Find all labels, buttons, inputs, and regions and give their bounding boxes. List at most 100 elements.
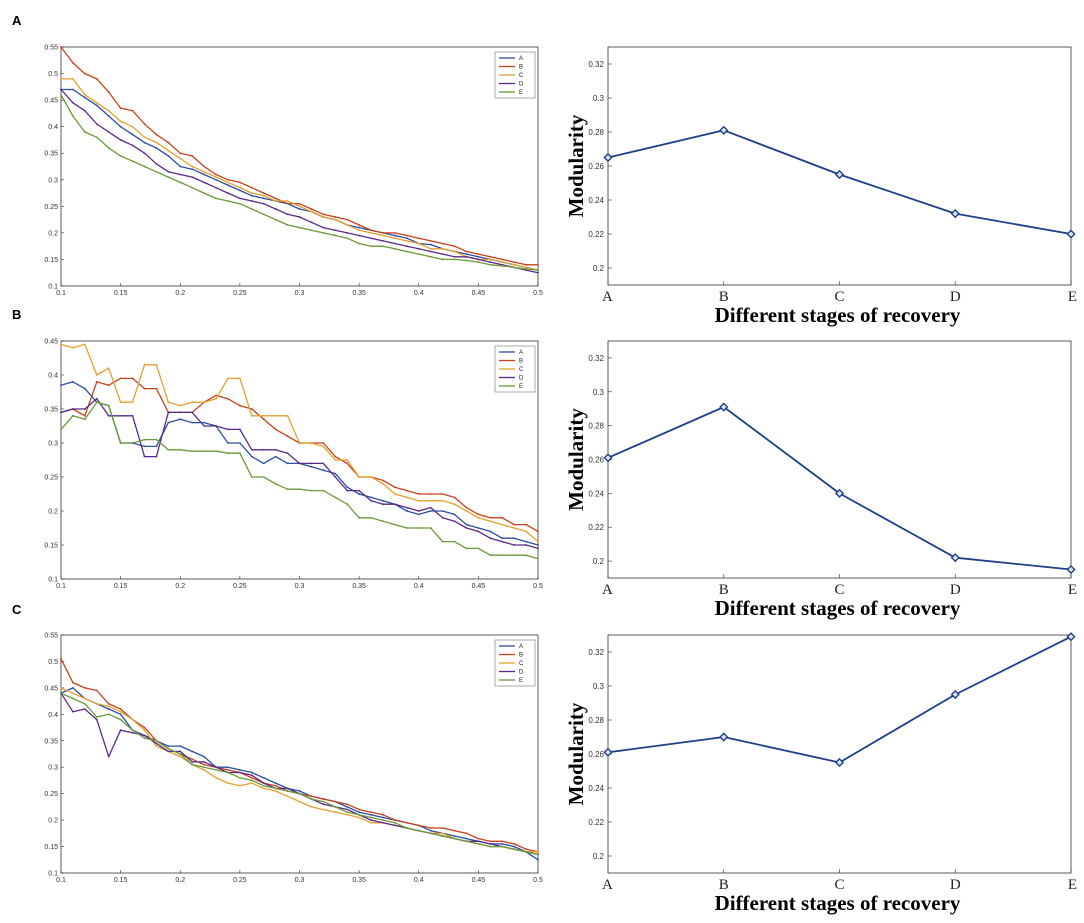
data-point-D	[382, 503, 384, 506]
data-point-E	[441, 258, 444, 261]
data-point-B	[215, 173, 217, 176]
data-point-E	[382, 245, 384, 248]
data-point-D	[227, 428, 229, 431]
data-point-C	[191, 401, 194, 404]
legend-label: E	[519, 384, 523, 390]
data-point-A	[262, 197, 265, 200]
data-point-E	[95, 136, 98, 139]
y-tick-label: 0.4	[48, 373, 58, 380]
data-point-B	[441, 827, 444, 829]
data-point-B	[477, 837, 480, 840]
data-point-D	[238, 771, 241, 774]
data-point-A	[501, 537, 504, 540]
line-chart-A: 0.1 0.15 0.2 0.25 0.3 0.35 0.4 0.45 0.5 0.1 0.15 0.…	[44, 45, 543, 298]
plot-frame	[60, 46, 539, 287]
data-point-A	[119, 713, 122, 716]
data-point-D	[525, 544, 527, 546]
data-point-B	[95, 77, 98, 80]
data-point-A	[274, 782, 277, 784]
data-point-C	[262, 194, 265, 197]
legend-label: A	[519, 56, 523, 62]
data-point-A	[107, 708, 110, 710]
data-point-C	[238, 186, 241, 189]
data-point-C	[95, 374, 98, 376]
data-point-B	[489, 840, 492, 843]
data-point-E	[489, 263, 492, 266]
data-point-B	[513, 843, 516, 845]
data-point-E	[274, 482, 277, 485]
data-point-E	[358, 813, 361, 816]
data-point-D	[167, 170, 170, 173]
data-point-D	[334, 229, 337, 232]
data-point-B	[274, 197, 277, 200]
data-point-B	[227, 397, 229, 400]
y-tick-label: 0.35	[44, 738, 58, 745]
data-point-D	[477, 840, 480, 843]
data-point-B	[215, 394, 217, 397]
data-point-A	[250, 455, 253, 458]
data-point-E	[310, 229, 313, 232]
data-point-C	[131, 718, 134, 721]
data-point-C	[203, 401, 206, 404]
x-tick-label: A	[602, 877, 613, 893]
data-point-E	[453, 258, 456, 261]
data-point-C	[537, 540, 539, 543]
data-point-C	[72, 77, 74, 80]
legend-label: D	[519, 376, 524, 382]
data-point-A	[95, 104, 98, 107]
data-point-E	[537, 853, 539, 856]
data-point-D	[167, 750, 170, 753]
data-point-B	[250, 186, 253, 189]
data-point-E	[322, 800, 325, 803]
data-point-E	[370, 816, 372, 819]
data-point-B	[417, 237, 420, 240]
data-point-D	[310, 462, 313, 465]
data-point-D	[83, 708, 86, 710]
data-point-D	[179, 411, 182, 414]
data-point-B	[107, 702, 110, 705]
data-point-C	[83, 343, 86, 346]
data-point-A	[465, 253, 468, 256]
plot-frame	[607, 340, 1072, 579]
data-point-D	[370, 237, 372, 240]
data-point-C	[429, 247, 432, 250]
data-point-C	[394, 493, 396, 495]
data-point-C	[72, 346, 74, 349]
x-tick-label: 0.35	[352, 583, 366, 590]
data-point-E	[501, 264, 504, 267]
data-point-D	[346, 231, 349, 234]
data-point-C	[298, 800, 301, 803]
data-point-E	[310, 489, 313, 492]
x-tick-label: 0.25	[233, 290, 247, 297]
data-point-A	[370, 496, 372, 499]
x-tick-label: 0.45	[472, 290, 486, 297]
data-point-B	[262, 192, 265, 194]
data-point-B	[334, 216, 337, 218]
data-point-C	[107, 705, 110, 708]
data-point-C	[334, 811, 337, 814]
legend-label: D	[519, 82, 524, 88]
data-point-E	[274, 218, 277, 221]
data-point-C	[405, 496, 408, 499]
data-point-D	[537, 271, 539, 274]
data-point-C	[453, 250, 456, 253]
data-point-A	[310, 465, 313, 468]
data-point-D	[501, 540, 504, 543]
data-point-B	[322, 213, 325, 216]
data-point-B	[429, 239, 432, 242]
x-tick-label: 0.4	[414, 583, 424, 590]
data-point-B	[405, 234, 408, 237]
data-point-C	[525, 530, 527, 533]
data-point-E	[60, 93, 62, 96]
data-point-B	[382, 231, 384, 234]
data-point-B	[537, 263, 539, 266]
data-point-D	[346, 808, 349, 811]
data-point-A	[227, 442, 229, 444]
data-point-E	[215, 450, 217, 453]
data-point-A	[322, 469, 325, 472]
y-tick-label: 0.2	[48, 230, 58, 237]
data-point-E	[477, 261, 480, 263]
data-point-B	[95, 689, 98, 692]
y-axis-label: Modularity	[564, 114, 588, 217]
